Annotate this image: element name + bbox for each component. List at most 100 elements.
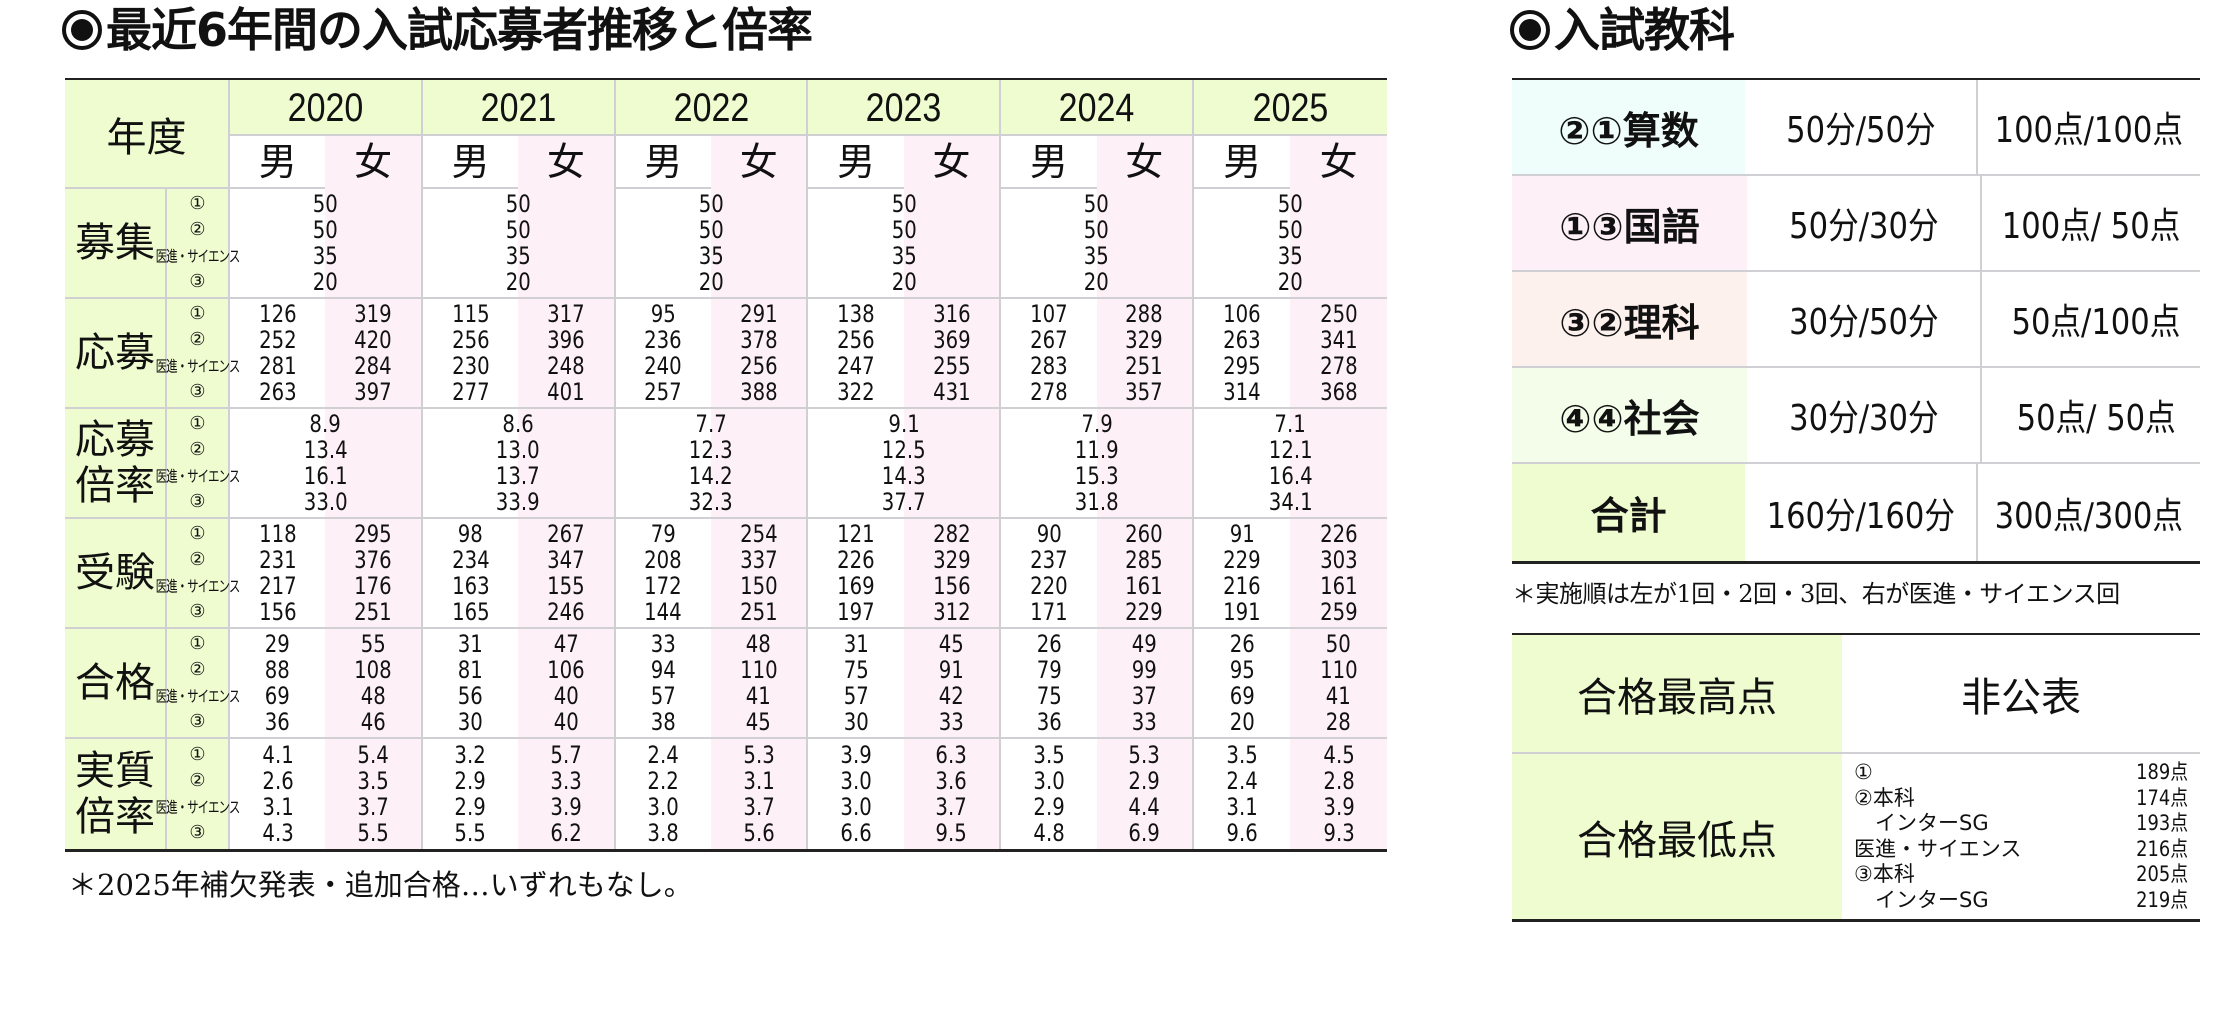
section-label-line: 応募 [75,330,155,376]
value: 329 [1125,326,1164,354]
female-column: 5.4 3.5 3.7 5.5 [325,739,421,849]
value: 155 [547,572,585,600]
value: 3.7 [935,793,968,821]
sub-label: ② [189,770,206,791]
min-score-item-label: ③本科 [1854,862,1915,886]
sub-label: ② [189,219,206,240]
value: 50 [1084,216,1110,244]
sub-labels: ① ② 医進・サイエンス ③ [156,739,240,849]
year-cell-2024: 107 267 283 278 288 329 251 357 [1001,299,1194,407]
value: 45 [938,630,965,658]
male-column: 3.2 2.9 2.9 5.5 [423,739,518,849]
subject-points-value: 50点/ 50点 [2006,398,2176,439]
value: 263 [258,378,297,406]
section-row: 募集 ① ② 医進・サイエンス ③ 50 50 35 20 50 50 35 20 50 50 35 20 50 5… [65,189,1387,299]
value: 3.0 [840,793,872,821]
value: 6.9 [1128,819,1160,847]
year-label: 2023 [865,86,942,130]
value: 6.6 [840,819,872,847]
value: 260 [1125,520,1164,548]
male-column: 91 229 216 191 [1194,519,1290,627]
female-column [518,409,614,517]
value: 388 [739,378,778,406]
value: 30 [457,708,484,736]
male-column: 26 95 69 20 [1194,629,1290,737]
value: 165 [451,598,490,626]
subject-points: 300点/300点 [1978,464,2200,561]
female-label: 女 [1096,136,1192,189]
value: 8.6 [502,410,534,438]
value: 14.2 [689,462,733,490]
merged-values: 8.6 13.0 13.7 33.9 [423,409,614,517]
year-cell-2023: 31 75 57 30 45 91 42 33 [808,629,1002,737]
value: 50 [891,190,917,218]
value: 226 [1319,520,1358,548]
value: 4.3 [262,819,294,847]
value: 267 [1030,326,1068,354]
value: 144 [644,598,683,626]
female-column [1096,409,1192,517]
sub-label: 医進・サイエンス [155,466,241,486]
value: 281 [258,352,297,380]
year-cell-2024: 90 237 220 171 260 285 161 229 [1001,519,1194,627]
female-label: 女 [1290,136,1387,189]
value: 314 [1223,378,1261,406]
year-cell-2023: 121 226 169 197 282 329 156 312 [808,519,1002,627]
value: 3.5 [1033,741,1065,769]
male-label: 男 [837,140,876,184]
value: 50 [505,216,531,244]
value: 9.3 [1322,819,1355,847]
value: 47 [553,630,579,658]
value: 163 [451,572,490,600]
value: 2.2 [647,767,679,795]
value: 41 [1326,682,1352,710]
value: 172 [644,572,683,600]
male-column: 2.4 2.2 3.0 3.8 [616,739,711,849]
year-label: 2020 [287,86,364,130]
merged-values: 50 50 35 20 [1194,189,1387,297]
sub-label: 医進・サイエンス [155,797,241,817]
value: 26 [1036,630,1062,658]
year-header-2024: 2024 [1001,80,1194,136]
value: 397 [354,378,392,406]
female-column: 260 285 161 229 [1096,519,1192,627]
value: 35 [891,242,917,270]
year-cell-2020: 4.1 2.6 3.1 4.3 5.4 3.5 3.7 5.5 [230,739,423,849]
value: 226 [837,546,875,574]
value: 6.3 [935,741,968,769]
value: 216 [1223,572,1261,600]
min-score-item: ②本科 174点 [1854,786,2188,812]
value: 9.6 [1226,819,1258,847]
min-score-value-text: 189点 [2136,760,2188,784]
section-label: 受験 [65,519,165,627]
value: 12.3 [689,436,733,464]
value: 88 [265,656,291,684]
value: 312 [932,598,971,626]
main-table-title-text: 最近6年間の入試応募者推移と倍率 [106,3,813,57]
value: 4.4 [1128,793,1160,821]
year-label: 2022 [673,86,749,130]
value: 33 [650,630,676,658]
subject-time-value: 30分/50分 [1788,302,1939,343]
value: 376 [354,546,392,574]
subject-points-value: 50点/100点 [2001,302,2181,343]
value: 94 [650,656,676,684]
male-column: 3.5 3.0 2.9 4.8 [1001,739,1096,849]
value: 230 [451,352,490,380]
value: 378 [739,326,778,354]
value: 36 [1036,708,1062,736]
min-score-label: 合格最低点 [1512,754,1842,919]
year-label: 2025 [1252,86,1329,130]
value: 341 [1319,326,1358,354]
value: 33 [1131,708,1157,736]
value: 3.6 [935,767,968,795]
sex-header-2022: 男女 [616,136,809,189]
male-column: 121 226 169 197 [808,519,903,627]
value: 11.9 [1074,436,1119,464]
value: 4.5 [1322,741,1355,769]
value: 252 [258,326,297,354]
year-header-2023: 2023 [808,80,1002,136]
max-score-label: 合格最高点 [1512,635,1842,752]
sub-label: 医進・サイエンス [155,686,241,706]
subject-row: ①③国語 50分/30分 100点/ 50点 [1512,176,2200,272]
